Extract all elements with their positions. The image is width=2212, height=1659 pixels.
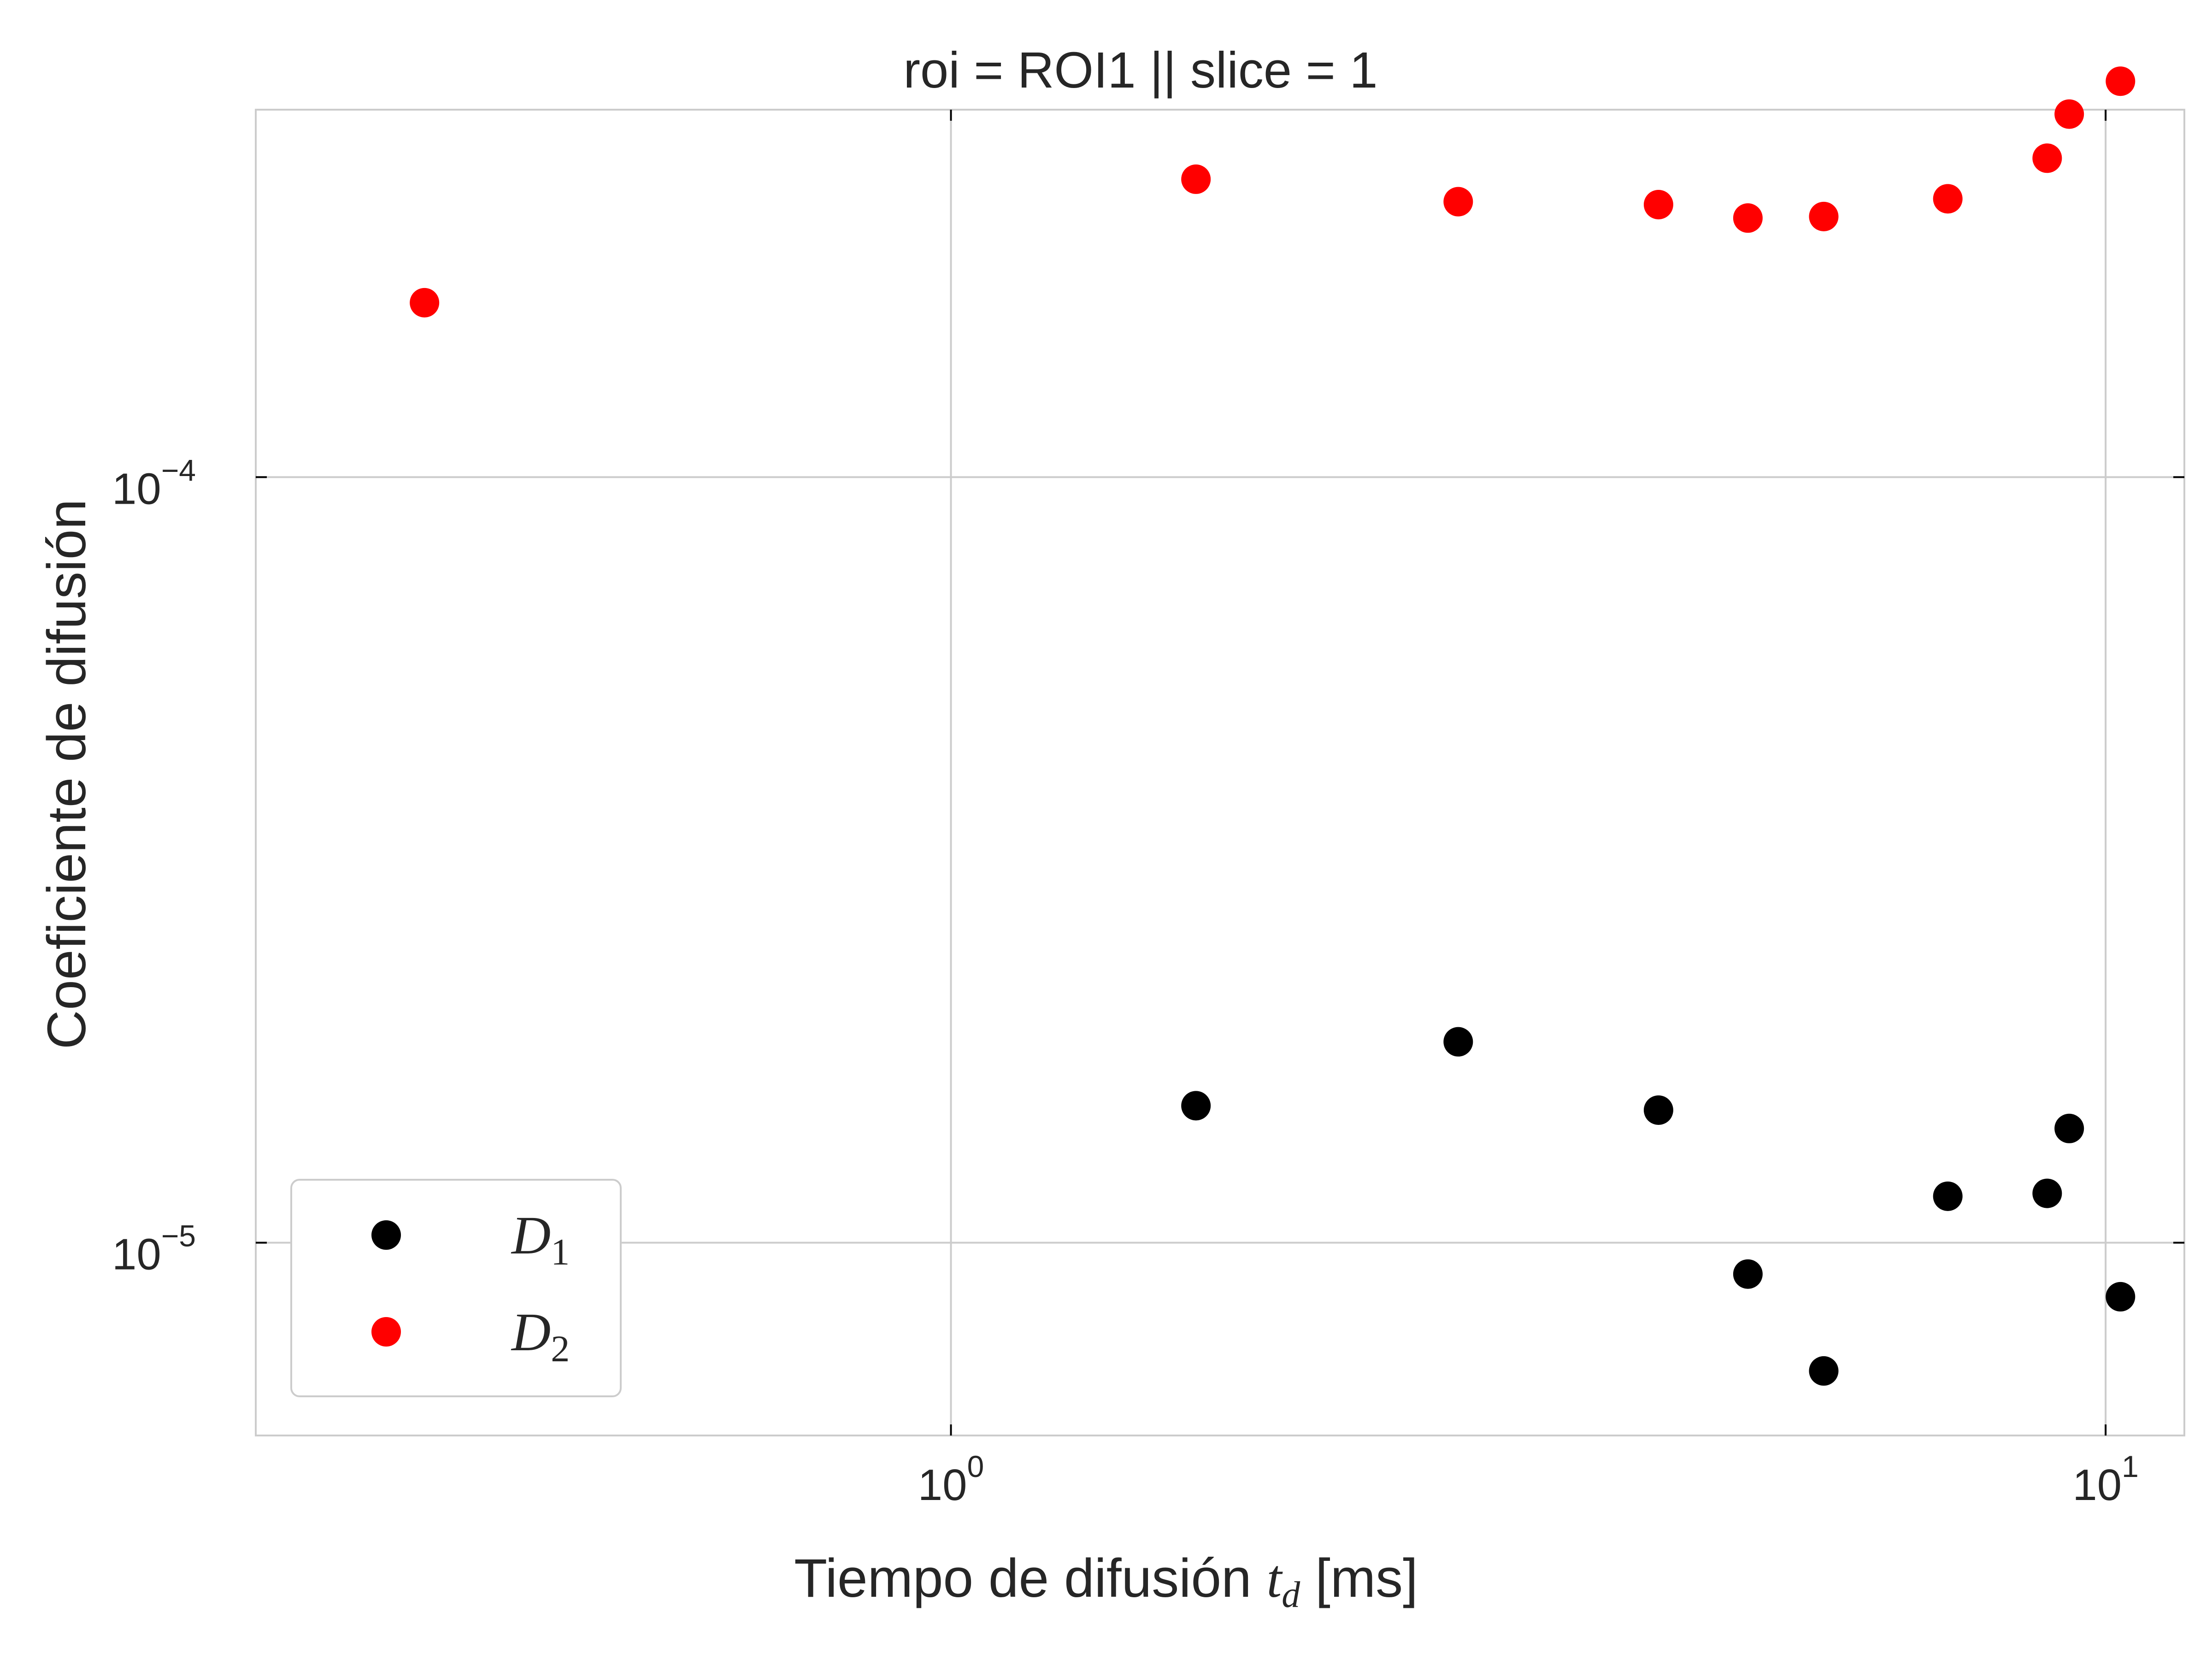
series-d2	[410, 66, 2136, 318]
x-tick-labels: 100 101	[918, 1449, 2139, 1510]
x-axis-label-main: Tiempo de difusión	[794, 1548, 1266, 1609]
x-axis-label-var: t	[1266, 1548, 1283, 1609]
legend-box	[290, 1179, 622, 1397]
point-d1	[1933, 1181, 1963, 1211]
data-points	[410, 66, 2136, 1386]
y-tick-label: 10−4	[112, 453, 196, 513]
ticks	[256, 110, 2184, 1435]
point-d1	[2032, 1178, 2062, 1208]
legend-label-d1: D1	[511, 1205, 570, 1273]
series-d1	[1181, 1027, 2136, 1386]
point-d2	[1933, 184, 1963, 214]
legend: D1 D2	[290, 1179, 622, 1397]
chart-title: roi = ROI1 || slice = 1	[903, 42, 1377, 99]
point-d2	[1181, 164, 1211, 194]
point-d1	[1443, 1027, 1473, 1057]
point-d2	[410, 288, 440, 318]
point-d2	[2106, 66, 2136, 96]
y-axis-label: Coeficiente de difusión	[36, 499, 97, 1049]
x-axis-label-unit: [ms]	[1300, 1548, 1418, 1609]
point-d2	[2054, 99, 2084, 129]
y-tick-labels: 10−5 10−4	[112, 453, 196, 1279]
point-d1	[2054, 1113, 2084, 1143]
x-tick-label: 100	[918, 1449, 984, 1510]
point-d2	[1809, 201, 1839, 231]
x-axis-label-sub: d	[1282, 1575, 1300, 1615]
point-d2	[1643, 189, 1673, 219]
legend-marker-d1	[371, 1220, 401, 1250]
y-tick-label: 10−5	[112, 1219, 196, 1279]
legend-marker-d2	[371, 1317, 401, 1347]
legend-label-d2: D2	[511, 1302, 570, 1370]
point-d2	[1733, 203, 1763, 233]
point-d1	[1643, 1095, 1673, 1125]
point-d1	[1733, 1259, 1763, 1289]
point-d1	[1809, 1356, 1839, 1386]
x-axis-label: Tiempo de difusión td [ms]	[794, 1548, 1418, 1615]
plot-frame	[255, 109, 2185, 1436]
point-d1	[1181, 1091, 1211, 1121]
point-d1	[2106, 1282, 2136, 1312]
point-d2	[1443, 187, 1473, 217]
x-tick-label: 101	[2072, 1449, 2139, 1510]
point-d2	[2032, 143, 2062, 173]
